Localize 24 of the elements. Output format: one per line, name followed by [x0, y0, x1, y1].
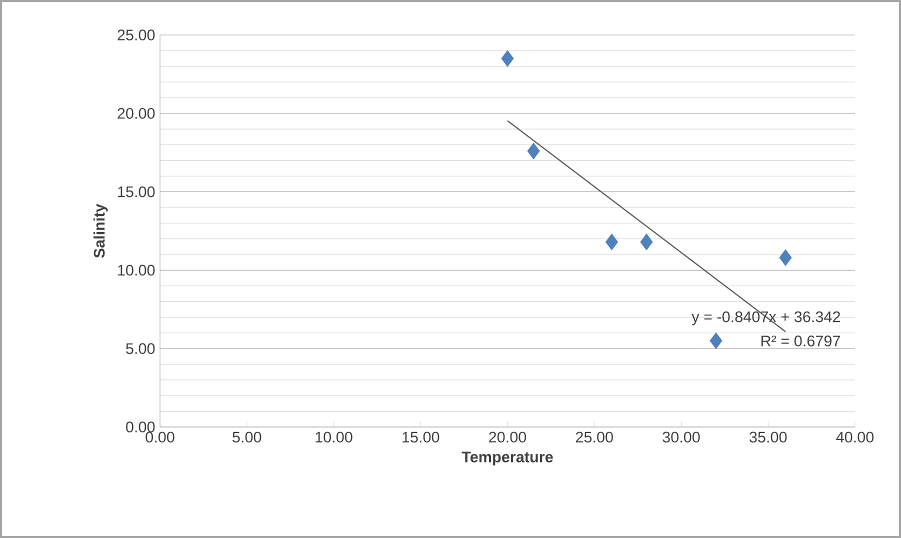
y-tick-label: 10.00 — [118, 264, 155, 276]
point — [710, 332, 722, 350]
x-tick-label: 25.00 — [576, 432, 613, 443]
y-tick-label: 20.00 — [118, 108, 155, 119]
x-tick-label: 0.00 — [146, 432, 174, 443]
x-tick-label: 35.00 — [750, 432, 787, 443]
point — [779, 249, 792, 266]
x-tick-label: 40.00 — [836, 432, 874, 443]
annotation: R² = 0.6797 — [761, 336, 840, 346]
x-tick-label: 10.00 — [316, 432, 352, 443]
point — [527, 142, 540, 160]
point — [640, 234, 653, 250]
y-axis-title: Salinity — [93, 204, 108, 258]
point — [605, 234, 618, 250]
x-tick-label: 5.00 — [232, 432, 262, 443]
x-tick-label: 30.00 — [662, 432, 700, 443]
point — [501, 50, 514, 67]
x-tick-label: 15.00 — [402, 432, 440, 443]
x-tick-label: 20.00 — [489, 432, 526, 443]
y-tick-label: 5.00 — [126, 343, 155, 354]
y-tick-label: 25.00 — [118, 30, 155, 40]
y-tick-label: 0.00 — [126, 422, 155, 432]
y-tick-label: 15.00 — [118, 186, 155, 198]
x-axis-title: Temperature — [462, 452, 553, 466]
